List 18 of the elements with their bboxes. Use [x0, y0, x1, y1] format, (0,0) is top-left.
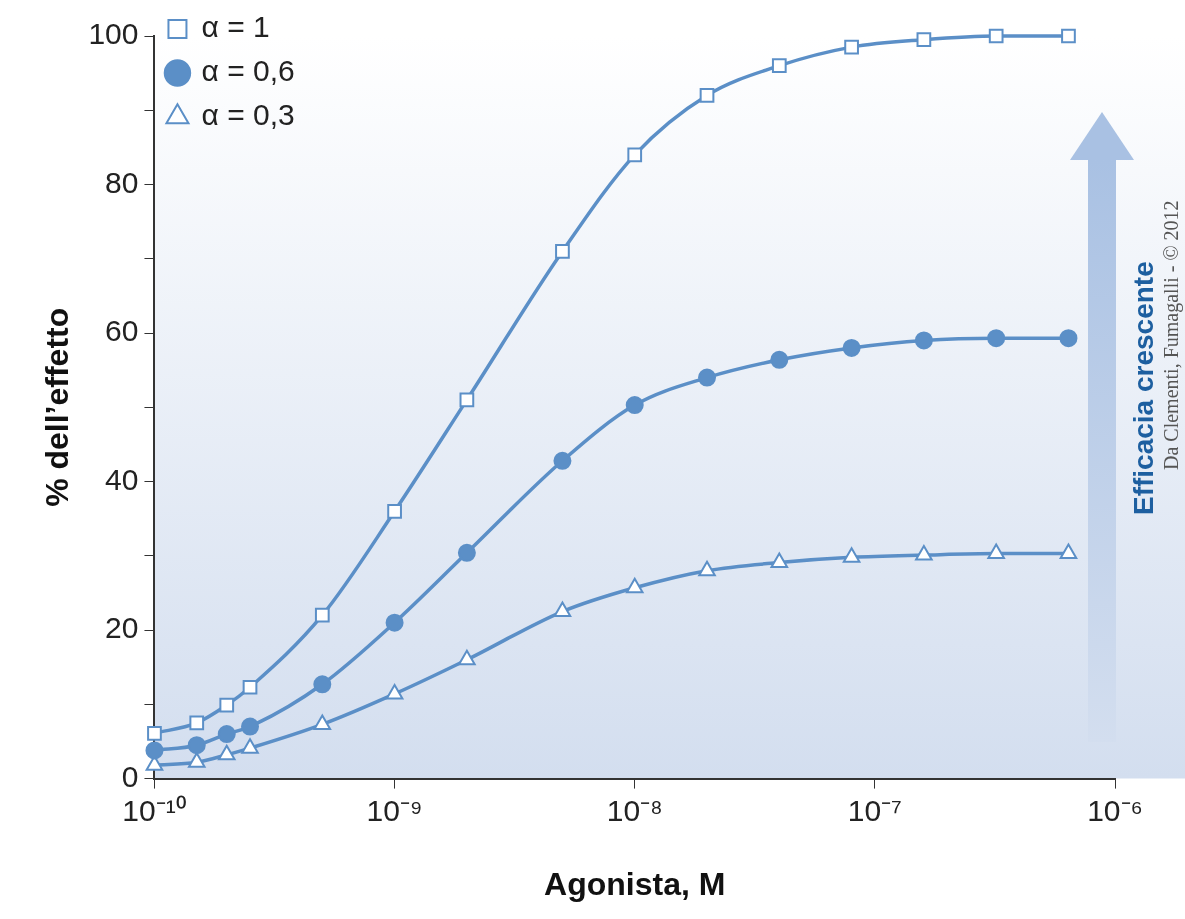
y-tick-label: 60	[105, 314, 139, 348]
x-tick-label: 10⁻¹⁰	[122, 793, 187, 827]
y-tick-label: 40	[105, 462, 139, 496]
legend-label: α = 1	[201, 10, 270, 44]
legend-label: α = 0,3	[201, 98, 295, 132]
x-axis-title: Agonista, M	[544, 865, 726, 902]
y-tick-label: 80	[105, 165, 139, 199]
x-tick-label: 10⁻⁸	[606, 793, 663, 827]
x-tick-label: 10⁻⁷	[847, 793, 902, 827]
y-axis-title: % dell’effetto	[39, 307, 76, 507]
y-tick-label: 20	[105, 611, 139, 645]
text: Efficacia crescente	[1128, 261, 1160, 515]
legend-label: α = 0,6	[201, 54, 295, 88]
x-tick-label: 10⁻⁶	[1087, 793, 1143, 827]
y-tick-label: 100	[88, 17, 139, 51]
y-tick-label: 0	[121, 759, 139, 793]
text: Da Clementi, Fumagalli - © 2012	[1160, 200, 1183, 470]
x-tick-label: 10⁻⁹	[366, 793, 423, 827]
